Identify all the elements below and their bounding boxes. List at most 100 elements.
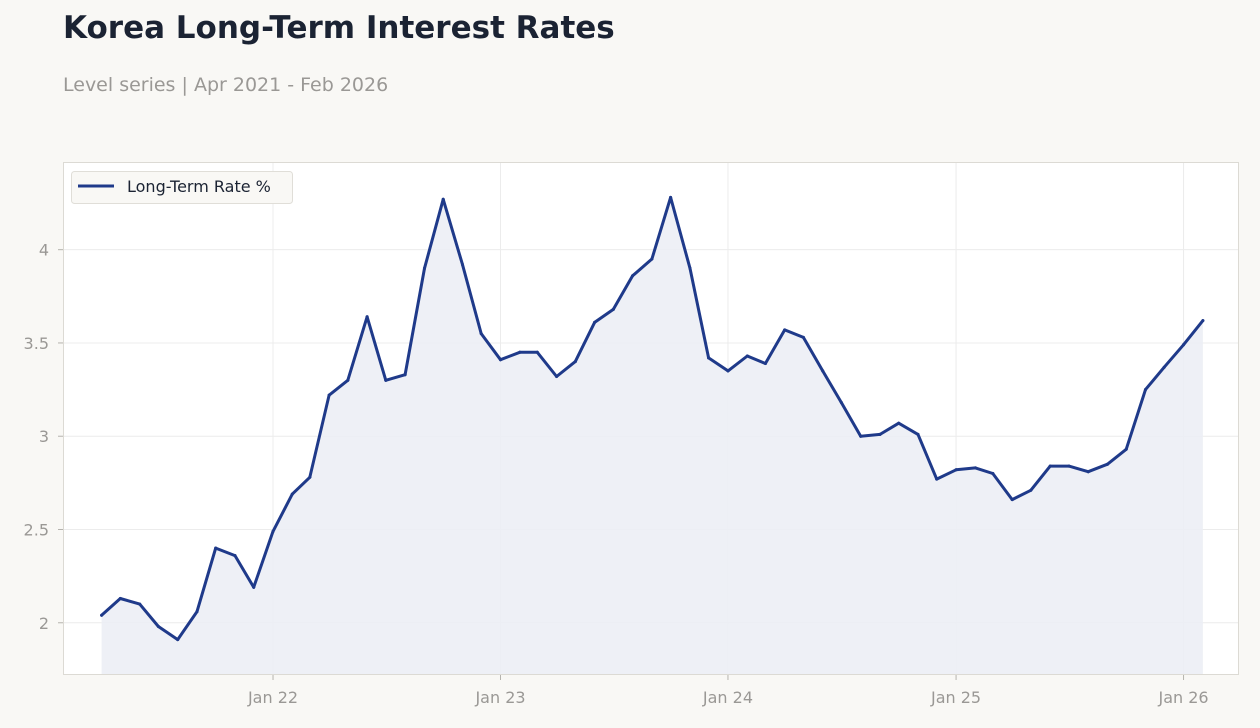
data-point xyxy=(1162,365,1166,369)
data-point xyxy=(1048,464,1052,468)
data-point xyxy=(271,529,275,533)
line-segment xyxy=(195,546,218,614)
line-segment xyxy=(156,625,180,642)
line-segment xyxy=(1010,488,1033,502)
line-segment xyxy=(308,393,331,479)
line-segment xyxy=(479,332,502,362)
line-segment xyxy=(593,307,615,324)
line-segment xyxy=(271,492,294,533)
line-segment xyxy=(763,328,787,365)
line-segment xyxy=(611,274,635,311)
legend-label: Long-Term Rate % xyxy=(127,177,271,196)
line-segment xyxy=(897,421,920,436)
line-segment xyxy=(290,475,312,496)
line-segment xyxy=(555,360,577,378)
line-segment xyxy=(214,546,237,558)
data-point xyxy=(118,597,122,600)
data-point xyxy=(555,375,559,378)
line-segment xyxy=(631,257,654,278)
data-point xyxy=(821,369,825,373)
data-point xyxy=(669,195,673,199)
data-point xyxy=(233,554,237,558)
data-point xyxy=(1067,464,1071,468)
line-segment xyxy=(1124,388,1147,451)
data-point xyxy=(195,610,199,614)
data-point xyxy=(518,350,522,354)
line-segment xyxy=(1144,365,1166,392)
line-segment xyxy=(839,401,863,438)
line-segment xyxy=(499,350,522,362)
chart-title: Korea Long-Term Interest Rates xyxy=(63,10,615,46)
data-point xyxy=(365,315,369,319)
line-segment xyxy=(801,335,825,373)
data-point xyxy=(156,625,160,628)
chart-subtitle: Level series | Apr 2021 - Feb 2026 xyxy=(63,74,389,96)
data-point xyxy=(573,360,577,364)
x-tick-label: Jan 24 xyxy=(702,688,753,707)
axis-labels: 2 2.5 3 3.5 4 Jan 22 Jan 23 Jan 24 Jan 25 Jan 26 xyxy=(24,241,1209,707)
data-point xyxy=(631,274,635,278)
data-point xyxy=(935,477,939,481)
data-point xyxy=(916,432,920,436)
data-point xyxy=(897,421,901,425)
line-segment xyxy=(973,466,995,475)
data-point xyxy=(461,263,464,267)
line-segment xyxy=(935,468,958,481)
line-segment xyxy=(441,197,464,267)
data-point xyxy=(499,358,502,362)
data-point xyxy=(138,602,142,606)
line-segment xyxy=(669,195,692,270)
line-segment xyxy=(384,373,407,382)
line-segment xyxy=(365,315,388,382)
line-segment xyxy=(118,597,142,606)
line-segment xyxy=(878,421,901,436)
data-point xyxy=(1124,447,1128,451)
line-segment xyxy=(1086,462,1109,474)
data-point xyxy=(763,362,767,365)
y-tick-label: 3.5 xyxy=(24,334,49,353)
line-segment xyxy=(745,354,767,365)
data-point xyxy=(100,613,104,617)
line-segment xyxy=(707,356,730,373)
data-point xyxy=(783,328,787,332)
y-tick-label: 3 xyxy=(39,427,49,446)
data-point xyxy=(973,466,977,470)
data-point xyxy=(1144,388,1147,392)
data-point xyxy=(1106,462,1109,466)
x-tick-label: Jan 23 xyxy=(474,688,525,707)
line-segment xyxy=(176,610,199,642)
data-point xyxy=(859,434,863,438)
data-point xyxy=(403,373,407,377)
data-point xyxy=(745,354,749,358)
line-segment xyxy=(252,529,275,589)
data-point xyxy=(954,468,958,472)
line-segment xyxy=(346,315,369,382)
data-point xyxy=(688,266,692,270)
data-point xyxy=(1201,319,1205,323)
line-segment xyxy=(1029,464,1052,492)
data-point xyxy=(214,546,218,550)
data-point xyxy=(1029,488,1033,492)
line-segment xyxy=(423,197,445,270)
data-point xyxy=(726,369,730,373)
legend: Long-Term Rate % xyxy=(71,171,293,204)
data-point xyxy=(176,638,180,642)
data-point xyxy=(839,401,843,405)
line-segment xyxy=(1162,343,1185,369)
data-point xyxy=(308,475,312,479)
y-tick-label: 2.5 xyxy=(24,520,49,539)
legend-box xyxy=(71,171,293,204)
data-point xyxy=(423,266,426,270)
data-point xyxy=(252,585,256,589)
data-point xyxy=(346,378,350,382)
line-segment xyxy=(783,328,805,339)
series-area xyxy=(101,197,1203,675)
data-point xyxy=(479,332,483,336)
line-segment xyxy=(726,354,749,373)
line-segment xyxy=(954,466,977,472)
line-segment xyxy=(916,432,939,481)
line-segment xyxy=(233,554,256,589)
line-segment xyxy=(327,378,350,397)
